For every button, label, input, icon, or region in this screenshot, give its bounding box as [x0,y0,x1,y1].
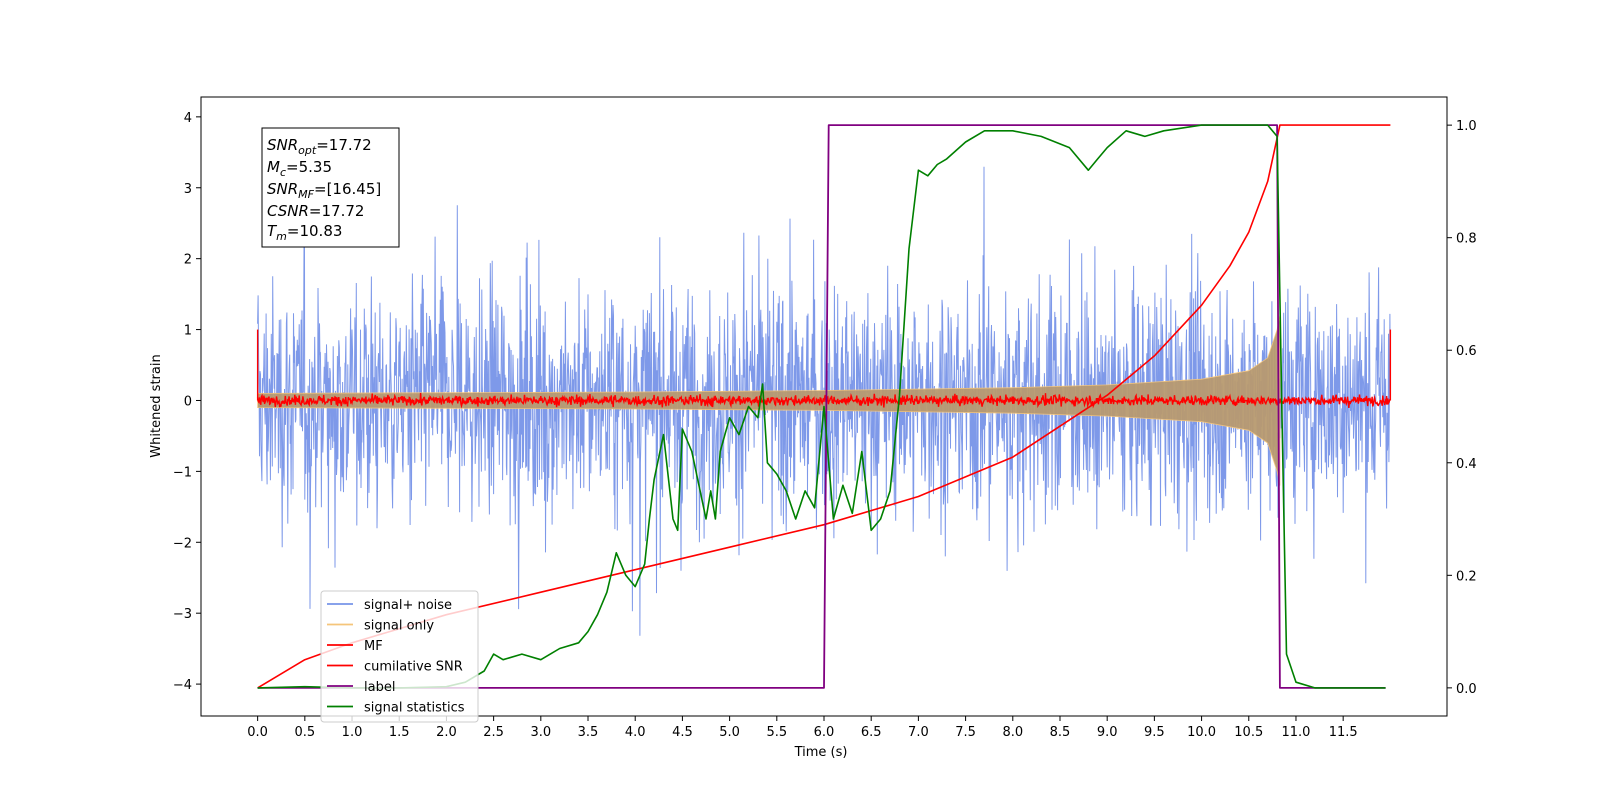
annotation-tm: Tm=10.83 [267,222,342,243]
y2-tick-label: 0.8 [1456,232,1477,247]
annotation-box: SNRopt=17.72 Mc=5.35 SNRMF=[16.45] CSNR=… [261,127,400,248]
x-tick-label: 7.5 [955,725,976,740]
y-tick-label: −4 [173,678,192,693]
y-tick-label: −3 [173,607,192,622]
y-tick-label: 1 [184,324,192,339]
legend-label: signal only [364,619,434,634]
series-signal-noise [257,166,1391,636]
annotation-snr-opt: SNRopt=17.72 [267,136,372,157]
legend-label: label [364,680,395,695]
x-tick-label: 4.0 [625,725,646,740]
annotation-snr-mf: SNRMF=[16.45] [267,180,381,201]
x-tick-label: 2.5 [483,725,504,740]
y2-tick-label: 0.2 [1456,569,1477,584]
x-tick-label: 6.5 [861,725,882,740]
x-tick-label: 8.0 [1002,725,1023,740]
legend: signal+ noise signal only MF cumilative SNR… [320,590,479,723]
y2-tick-label: 0.0 [1456,682,1477,697]
x-tick-label: 0.0 [247,725,268,740]
y-tick-label: 2 [184,253,192,268]
x-tick-label: 9.5 [1144,725,1165,740]
x-tick-label: 10.5 [1234,725,1263,740]
x-axis-label: Time (s) [794,745,848,760]
series-mf [256,392,1391,409]
x-tick-label: 0.5 [294,725,315,740]
series-label [257,124,1386,689]
y-tick-label: −1 [173,465,192,480]
annotation-mc: Mc=5.35 [267,158,332,179]
y-tick-label: 0 [184,394,192,409]
series-signal-statistics [257,124,1386,689]
annotation-csnr: CSNR=17.72 [267,202,364,220]
legend-label: signal statistics [364,701,465,716]
y2-axis-ticks: 1.0 0.8 0.6 0.4 0.2 0.0 [1447,119,1477,697]
y2-tick-label: 0.6 [1456,344,1477,359]
x-tick-label: 8.5 [1050,725,1071,740]
x-axis-ticks: 0.0 0.5 1.0 1.5 2.0 2.5 3.0 3.5 4.0 4.5 5.0 5.5 6.0 6… [247,716,1358,740]
x-tick-label: 1.0 [342,725,363,740]
x-tick-label: 5.5 [766,725,787,740]
y2-tick-label: 1.0 [1456,119,1477,134]
x-tick-label: 3.5 [578,725,599,740]
y-tick-label: −2 [173,536,192,551]
y-axis-label: Whitened strain [149,354,164,457]
x-tick-label: 3.0 [530,725,551,740]
x-tick-label: 6.0 [814,725,835,740]
x-tick-label: 10.0 [1187,725,1216,740]
legend-label: MF [364,639,383,654]
legend-label: signal+ noise [364,598,452,613]
legend-label: cumilative SNR [364,660,463,675]
x-tick-label: 2.0 [436,725,457,740]
x-tick-label: 11.0 [1281,725,1310,740]
x-tick-label: 7.0 [908,725,929,740]
x-tick-label: 1.5 [389,725,410,740]
x-tick-label: 4.5 [672,725,693,740]
y2-tick-label: 0.4 [1456,457,1477,472]
x-tick-label: 11.5 [1329,725,1358,740]
y-tick-label: 3 [184,182,192,197]
x-tick-label: 5.0 [719,725,740,740]
y-tick-label: 4 [184,111,192,126]
y-axis-ticks: 4 3 2 1 0 −1 −2 −3 −4 [173,111,201,693]
x-tick-label: 9.0 [1097,725,1118,740]
